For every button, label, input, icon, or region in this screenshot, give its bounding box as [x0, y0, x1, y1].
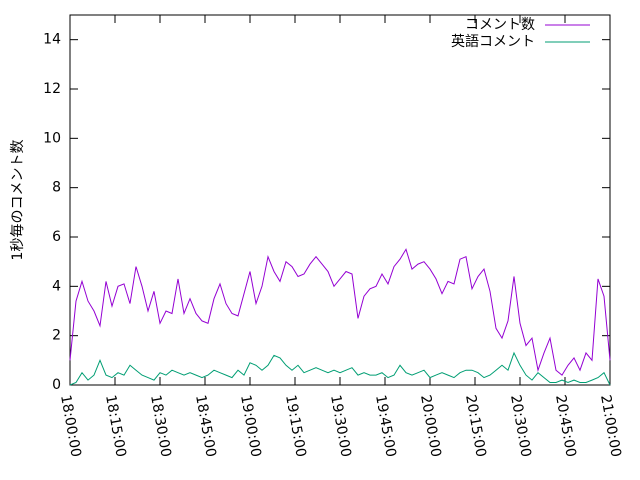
y-tick-label: 10 [43, 130, 61, 146]
y-tick-label: 0 [52, 377, 61, 393]
x-tick-label: 18:30:00 [147, 394, 174, 459]
legend-label: コメント数 [465, 17, 535, 33]
x-tick-label: 19:45:00 [372, 394, 399, 459]
y-tick-label: 8 [52, 180, 61, 196]
plot-frame [69, 14, 611, 386]
x-tick-label: 20:45:00 [552, 394, 579, 459]
x-tick-label: 20:15:00 [462, 394, 489, 459]
x-tick-label: 19:15:00 [282, 394, 309, 459]
y-tick-label: 6 [52, 229, 61, 245]
y-tick-label: 4 [52, 278, 61, 294]
x-tick-label: 20:30:00 [507, 394, 534, 459]
series-line [69, 248, 611, 376]
x-tick-label: 19:00:00 [237, 394, 264, 459]
x-tick-label: 19:30:00 [327, 394, 354, 459]
legend-label: 英語コメント [451, 33, 535, 50]
x-tick-label: 18:45:00 [192, 394, 219, 459]
series-line [69, 351, 611, 386]
x-tick-label: 21:00:00 [597, 394, 624, 459]
x-tick-label: 20:00:00 [417, 394, 444, 459]
x-tick-label: 18:00:00 [57, 394, 84, 459]
y-tick-label: 12 [43, 81, 61, 97]
y-axis-label: 1秒毎のコメント数 [10, 140, 26, 261]
x-tick-label: 18:15:00 [102, 394, 129, 459]
y-tick-label: 14 [43, 32, 61, 48]
y-tick-label: 2 [52, 328, 61, 344]
